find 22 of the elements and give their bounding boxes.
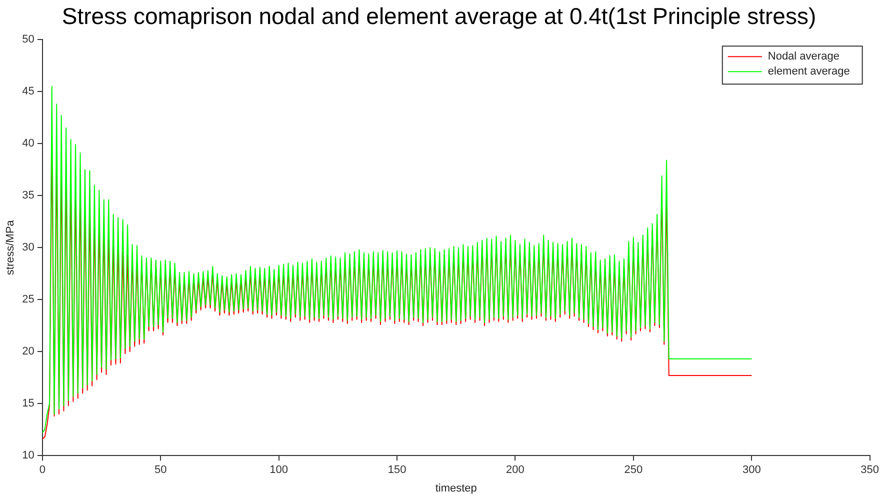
- y-tick-label: 50: [22, 34, 34, 46]
- x-tick-label: 0: [39, 464, 46, 476]
- x-tick-label: 200: [506, 464, 524, 476]
- legend-label: element average: [768, 66, 850, 78]
- x-tick-label: 50: [154, 464, 167, 476]
- y-tick-label: 25: [22, 294, 34, 306]
- y-tick-label: 30: [22, 242, 34, 254]
- y-tick-label: 20: [22, 346, 34, 358]
- x-tick-label: 100: [270, 464, 288, 476]
- y-tick-label: 15: [22, 398, 34, 410]
- chart-title: Stress comaprison nodal and element average at 0.4t(1st Principle stress): [62, 3, 816, 30]
- y-tick-label: 35: [22, 190, 34, 202]
- y-axis-title: stress/MPa: [4, 219, 17, 276]
- y-tick-label: 45: [22, 86, 34, 98]
- x-axis-title: timestep: [435, 482, 477, 494]
- y-tick-label: 40: [22, 138, 34, 150]
- x-tick-label: 350: [860, 464, 880, 476]
- x-tick-label: 300: [742, 464, 761, 476]
- legend-label: Nodal average: [768, 50, 840, 63]
- x-tick-label: 250: [624, 464, 643, 476]
- x-tick-label: 150: [388, 464, 406, 476]
- y-tick-label: 10: [22, 450, 34, 462]
